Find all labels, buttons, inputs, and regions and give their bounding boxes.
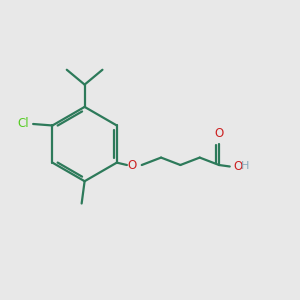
Text: H: H [240, 161, 249, 172]
Text: Cl: Cl [17, 118, 29, 130]
Text: O: O [214, 127, 224, 140]
Text: O: O [233, 160, 242, 173]
Text: O: O [128, 158, 137, 172]
